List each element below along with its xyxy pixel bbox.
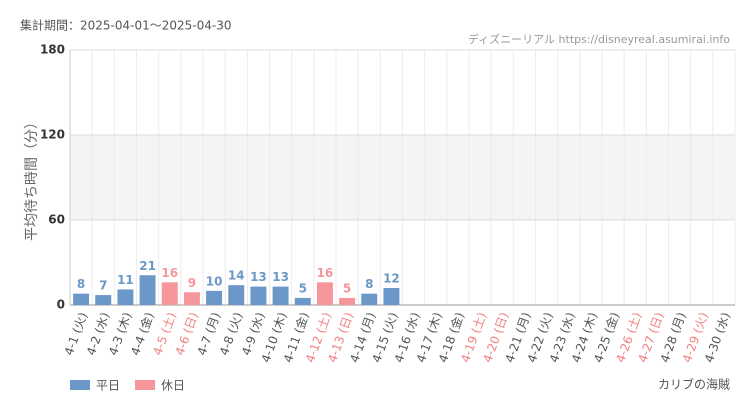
data-label: 9 bbox=[188, 276, 196, 290]
data-label: 7 bbox=[99, 279, 107, 293]
bar bbox=[183, 292, 200, 305]
data-label: 13 bbox=[250, 270, 267, 284]
data-label: 8 bbox=[365, 277, 373, 291]
legend-swatch bbox=[135, 380, 155, 390]
data-label: 13 bbox=[272, 270, 289, 284]
bar bbox=[294, 297, 311, 305]
y-tick-label: 120 bbox=[40, 128, 65, 142]
bar bbox=[361, 293, 378, 305]
data-label: 21 bbox=[139, 259, 156, 273]
bar bbox=[272, 286, 289, 305]
data-label: 5 bbox=[343, 281, 351, 295]
data-label: 14 bbox=[228, 269, 245, 283]
subtitle: 集計期間：2025-04-01～2025-04-30 bbox=[20, 18, 231, 33]
y-tick-label: 0 bbox=[57, 298, 65, 312]
legend-label: 平日 bbox=[96, 379, 120, 393]
bar bbox=[339, 297, 356, 305]
y-tick-label: 60 bbox=[48, 213, 65, 227]
data-label: 5 bbox=[299, 281, 307, 295]
data-label: 11 bbox=[117, 273, 134, 287]
bar bbox=[316, 282, 333, 305]
bar bbox=[73, 293, 90, 305]
data-label: 8 bbox=[77, 277, 85, 291]
bar bbox=[161, 282, 178, 305]
bar bbox=[228, 285, 245, 305]
bar bbox=[139, 275, 156, 305]
data-label: 16 bbox=[161, 266, 178, 280]
y-tick-label: 180 bbox=[40, 43, 65, 57]
data-label: 10 bbox=[206, 274, 223, 288]
legend-swatch bbox=[70, 380, 90, 390]
y-axis-label: 平均待ち時間（分） bbox=[24, 115, 40, 241]
legend-label: 休日 bbox=[161, 379, 185, 393]
source: ディズニーリアル https://disneyreal.asumirai.inf… bbox=[468, 32, 730, 46]
data-label: 16 bbox=[317, 266, 334, 280]
bar bbox=[383, 288, 400, 305]
chart-title: カリブの海賊 bbox=[658, 377, 730, 392]
bar bbox=[95, 295, 112, 305]
bar bbox=[206, 290, 223, 305]
bar bbox=[117, 289, 134, 305]
bar bbox=[250, 286, 267, 305]
data-label: 12 bbox=[383, 272, 400, 286]
